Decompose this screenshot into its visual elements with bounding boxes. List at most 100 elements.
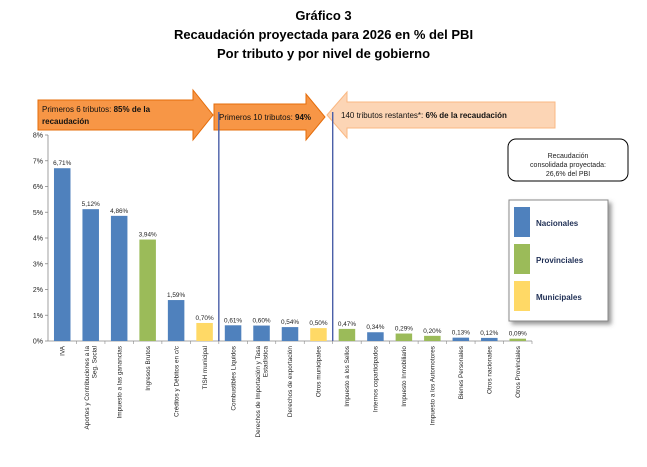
y-tick-label: 2% bbox=[33, 287, 43, 294]
category-label: Otros municipales bbox=[316, 346, 323, 397]
bar-value-label: 0,47% bbox=[338, 321, 356, 328]
category-label-line: Ingresos Brutos bbox=[145, 346, 152, 391]
bar bbox=[281, 327, 299, 341]
arrow-first-6: Primeros 6 tributos: 85% de la recaudaci… bbox=[37, 88, 214, 142]
bar-value-label: 0,09% bbox=[509, 331, 527, 338]
category-label: Ingresos Brutos bbox=[145, 346, 152, 391]
bar bbox=[338, 328, 356, 341]
category-label: Derechos de Importación y Tasa Estadístic… bbox=[255, 346, 270, 438]
note-line-2: consolidada proyectada: bbox=[530, 162, 606, 169]
bar bbox=[395, 333, 413, 341]
bar bbox=[224, 325, 242, 341]
category-label-line: TISH municipal bbox=[202, 346, 209, 389]
bars: 6,71% IVA 5,12% Aportes y Contribuciones a … bbox=[53, 160, 533, 438]
category-label: Derechos de exportación bbox=[287, 346, 294, 417]
category-label-line: Bienes Personales bbox=[458, 346, 465, 399]
bar bbox=[424, 335, 441, 341]
legend-swatch bbox=[514, 281, 530, 311]
y-tick-label: 3% bbox=[33, 261, 43, 268]
category-label-line: Aportes y Contribuciones a la bbox=[84, 346, 91, 430]
bar-value-label: 0,70% bbox=[196, 315, 214, 322]
category-label-line: Impuesto a los Automotores bbox=[430, 346, 437, 425]
bar-value-label: 3,94% bbox=[139, 232, 157, 239]
bar bbox=[53, 168, 71, 341]
bar bbox=[196, 322, 213, 341]
category-label: Impuesto a los Automotores bbox=[430, 346, 437, 425]
consolidated-note: Recaudación consolidada proyectada: 26,6… bbox=[507, 138, 629, 182]
y-tick-label: 7% bbox=[33, 158, 43, 165]
bar bbox=[110, 215, 128, 341]
category-label-line: Créditos y Débitos en c/c bbox=[173, 345, 180, 417]
category-label-line: Otros municipales bbox=[316, 346, 323, 397]
bar-value-label: 0,20% bbox=[423, 328, 441, 335]
arrow-first-10: Primeros 10 tributos: 94% bbox=[213, 92, 326, 142]
bar-value-label: 0,61% bbox=[224, 317, 242, 324]
category-label-line: Impuesto a los Sellos bbox=[344, 346, 351, 407]
bar bbox=[481, 337, 498, 341]
category-label-line: Derechos de exportación bbox=[287, 346, 294, 417]
category-label-line: Impuesto a las ganancias bbox=[116, 346, 123, 418]
category-label: TISH municipal bbox=[202, 346, 209, 389]
category-label: Combustibles Líquidos bbox=[230, 346, 237, 411]
category-label-line: Seg. Social bbox=[92, 346, 99, 378]
category-label: Internos coparticipados bbox=[373, 346, 380, 412]
chart-title: Gráfico 3 bbox=[295, 8, 352, 23]
bar bbox=[167, 300, 185, 341]
arrow2-text: Primeros 10 tributos: 94% bbox=[219, 113, 311, 122]
legend-swatch bbox=[514, 207, 530, 237]
category-label: Bienes Personales bbox=[458, 346, 465, 399]
legend-swatch bbox=[514, 244, 530, 274]
category-label: IVA bbox=[59, 345, 66, 356]
bar-value-label: 0,29% bbox=[395, 326, 413, 333]
y-tick-label: 1% bbox=[33, 313, 43, 320]
category-label: Impuesto Inmobiliario bbox=[401, 346, 408, 407]
bar bbox=[452, 337, 470, 341]
y-axis: 0% 1% 2% 3% 4% 5% 6% 7% 8% bbox=[33, 133, 48, 346]
category-label-line: Impuesto Inmobiliario bbox=[401, 346, 408, 407]
y-tick-label: 8% bbox=[33, 133, 43, 140]
category-label-line: Internos coparticipados bbox=[373, 346, 380, 412]
chart-subtitle: Recaudación proyectada para 2026 en % de… bbox=[173, 27, 474, 42]
bar-value-label: 0,50% bbox=[309, 320, 327, 327]
bar-value-label: 6,71% bbox=[53, 160, 71, 167]
category-label: Créditos y Débitos en c/c bbox=[173, 345, 180, 417]
category-label-line: IVA bbox=[59, 345, 66, 356]
bar bbox=[310, 328, 327, 341]
category-label-line: Otros nacionales bbox=[486, 346, 493, 394]
arrow1-text: Primeros 6 tributos: 85% de la bbox=[42, 105, 151, 114]
bar bbox=[82, 209, 99, 341]
arrow-remaining: 140 tributos restantes*: 6% de la recaud… bbox=[326, 90, 556, 140]
y-tick-label: 5% bbox=[33, 210, 43, 217]
category-label-line: Otros Provinciales bbox=[515, 346, 522, 398]
y-tick-label: 4% bbox=[33, 236, 43, 243]
y-tick-label: 6% bbox=[33, 184, 43, 191]
bar-value-label: 4,86% bbox=[110, 208, 128, 215]
bar-value-label: 1,59% bbox=[167, 292, 185, 299]
category-label: Otros nacionales bbox=[486, 346, 493, 394]
bar-value-label: 0,12% bbox=[480, 330, 498, 337]
legend-label: Provinciales bbox=[536, 256, 584, 265]
bar bbox=[367, 332, 384, 341]
note-line-1: Recaudación bbox=[548, 153, 589, 160]
legend-label: Nacionales bbox=[536, 219, 579, 228]
category-label-line: Derechos de Importación y Tasa bbox=[255, 346, 262, 438]
bar-value-label: 0,34% bbox=[366, 324, 384, 331]
bar-value-label: 5,12% bbox=[82, 201, 100, 208]
category-label: Otros Provinciales bbox=[515, 346, 522, 398]
category-label: Impuesto a los Sellos bbox=[344, 346, 351, 407]
category-label-line: Combustibles Líquidos bbox=[230, 346, 237, 411]
category-label-line: Estadística bbox=[262, 346, 269, 378]
category-label: Aportes y Contribuciones a la Seg. Social bbox=[84, 346, 99, 430]
bar bbox=[253, 325, 270, 341]
legend: Nacionales Provinciales Municipales bbox=[508, 199, 609, 322]
bar bbox=[139, 239, 156, 341]
chart-subtitle-2: Por tributo y por nivel de gobierno bbox=[216, 46, 431, 61]
arrow1-text-2: recaudación bbox=[42, 117, 89, 126]
y-tick-label: 0% bbox=[33, 339, 43, 346]
bar-value-label: 0,54% bbox=[281, 319, 299, 326]
note-line-3: 26,6% del PBI bbox=[546, 171, 590, 178]
bar-value-label: 0,60% bbox=[252, 318, 270, 325]
arrow3-text: 140 tributos restantes*: 6% de la recaud… bbox=[341, 111, 507, 120]
chart-titles: Gráfico 3 Recaudación proyectada para 20… bbox=[0, 6, 647, 63]
